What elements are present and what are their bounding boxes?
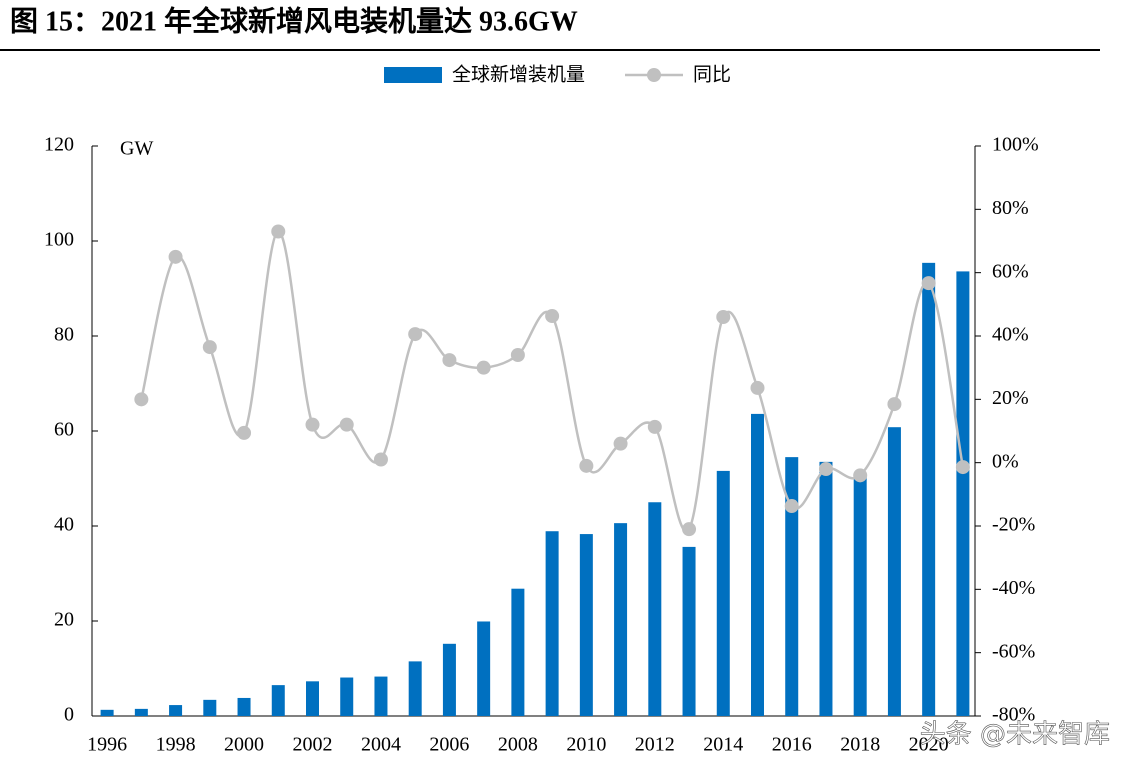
line-marker (237, 425, 252, 440)
bar (887, 427, 901, 716)
x-tick-label: 1996 (87, 734, 127, 756)
y2-tick-label: -60% (992, 640, 1035, 662)
y-tick-label: 0 (64, 704, 74, 726)
chart-title: 图 15：2021 年全球新增风电装机量达 93.6GW (10, 4, 578, 37)
bar (922, 262, 936, 716)
x-tick-label: 2018 (840, 734, 880, 756)
line-marker (271, 224, 286, 239)
y2-tick-label: 20% (992, 387, 1029, 409)
line-marker (373, 452, 388, 467)
line-marker (442, 353, 457, 368)
line-marker (408, 327, 423, 342)
line-marker (476, 360, 491, 375)
line-marker (784, 499, 799, 514)
bar (169, 705, 183, 716)
line-marker (716, 310, 731, 324)
y2-tick-label: 100% (992, 134, 1039, 156)
line-marker (887, 397, 902, 412)
x-tick-label: 2000 (224, 734, 264, 756)
y2-tick-label: -20% (992, 514, 1035, 536)
line-marker (305, 417, 320, 432)
line-marker (853, 468, 868, 483)
line-marker (202, 340, 217, 355)
y-tick-label: 100 (44, 229, 74, 251)
bar (306, 681, 319, 716)
line-marker (682, 522, 697, 537)
line-marker (579, 458, 594, 473)
line (140, 230, 965, 533)
y2-tick-label: -80% (992, 704, 1035, 726)
bar (237, 697, 251, 716)
bar (340, 677, 354, 716)
y2-tick-label: 60% (992, 260, 1029, 282)
x-tick-label: 2016 (772, 734, 812, 756)
x-tick-label: 2002 (293, 734, 333, 756)
bar (374, 676, 388, 716)
line-marker (613, 436, 628, 451)
bar (716, 470, 730, 716)
x-tick-label: 2012 (635, 734, 675, 756)
watermark: 头条 @未来智库 (920, 720, 1110, 750)
y-tick-label: 20 (54, 609, 74, 631)
bar (956, 271, 970, 716)
bar (100, 709, 114, 716)
y2-tick-label: 80% (992, 197, 1029, 219)
x-tick-label: 2020 (909, 734, 949, 756)
y-tick-label: 40 (54, 514, 74, 536)
y-tick-label: 120 (44, 134, 74, 156)
y-tick-label: 80 (54, 324, 74, 346)
bar (271, 685, 285, 716)
bar (819, 461, 833, 716)
bar (511, 588, 525, 716)
x-tick-label: 2006 (429, 734, 469, 756)
legend-label: 全球新增装机量 (452, 64, 585, 86)
bar (648, 502, 662, 716)
line-marker (510, 348, 525, 362)
line-marker (339, 417, 354, 432)
line-marker (647, 419, 662, 434)
y-tick-label: 60 (54, 419, 74, 441)
y2-tick-label: 0% (992, 450, 1019, 472)
line-marker (168, 249, 183, 264)
bar (579, 534, 593, 716)
line-marker (818, 462, 833, 476)
bar (134, 708, 148, 716)
bar (853, 475, 867, 716)
x-tick-label: 1998 (156, 734, 196, 756)
line-marker (134, 392, 149, 407)
x-tick-label: 2010 (566, 734, 606, 756)
legend-swatch (647, 68, 661, 82)
x-tick-label: 2004 (361, 734, 401, 756)
y2-tick-label: -40% (992, 577, 1035, 599)
bar (477, 621, 491, 716)
bar (408, 661, 422, 716)
bar (442, 643, 456, 716)
bar (785, 457, 799, 716)
bar (614, 523, 628, 716)
line-marker (921, 276, 936, 291)
line-marker (545, 309, 560, 324)
bar (545, 531, 559, 716)
y2-tick-label: 40% (992, 324, 1029, 346)
legend-swatch (384, 67, 442, 83)
line-marker (750, 380, 765, 395)
bar (751, 413, 764, 716)
bar (682, 546, 696, 716)
bar (203, 699, 217, 716)
legend-label: 同比 (693, 64, 731, 86)
y-unit: GW (120, 138, 153, 160)
line-marker (955, 460, 970, 475)
x-tick-label: 2008 (498, 734, 538, 756)
x-tick-label: 2014 (703, 734, 743, 756)
